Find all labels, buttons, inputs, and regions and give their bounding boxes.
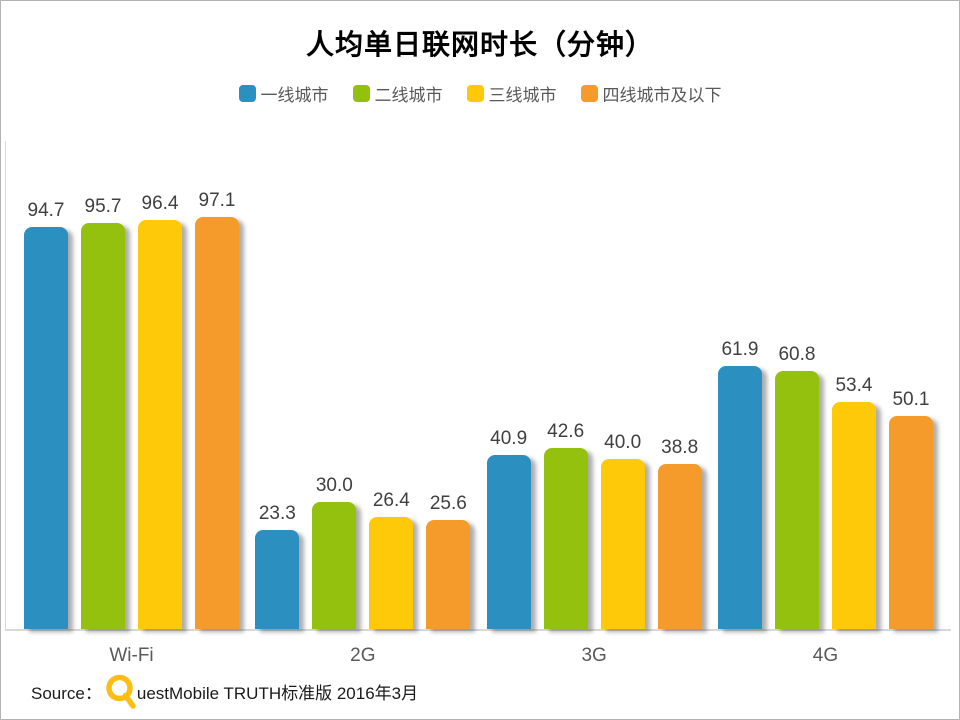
- bar: [774, 371, 819, 629]
- bar-value-label: 97.1: [198, 190, 236, 211]
- source-line: Source： uestMobile TRUTH标准版 2016年3月: [31, 673, 418, 709]
- bar-wrap: 94.7: [24, 200, 68, 629]
- bar: [81, 223, 125, 629]
- legend-label: 一线城市: [260, 86, 329, 105]
- legend-label: 四线城市及以下: [602, 86, 722, 105]
- bar-group-wi-fi: 94.7 95.7 96.4 97.1 Wi-Fi: [24, 190, 239, 666]
- bar-group-4g: 61.9 60.8 53.4 50.1 4G: [717, 339, 933, 666]
- bar-wrap: 53.4: [831, 375, 876, 629]
- bar: [486, 455, 531, 629]
- bar-wrap: 40.9: [486, 428, 531, 629]
- bar-wrap: 61.9: [717, 339, 762, 629]
- bar-value-label: 96.4: [141, 193, 179, 214]
- bar-value-label: 61.9: [721, 339, 759, 360]
- category-label: 2G: [350, 645, 376, 666]
- bar-wrap: 60.8: [774, 344, 819, 629]
- bar-value-label: 40.0: [604, 432, 642, 453]
- bar: [255, 530, 300, 629]
- bar-group-3g: 40.9 42.6 40.0 38.8 3G: [486, 421, 702, 666]
- bar-wrap: 30.0: [312, 475, 357, 629]
- bar-value-label: 25.6: [429, 493, 467, 514]
- category-label: 4G: [812, 645, 839, 666]
- legend-label: 二线城市: [374, 86, 443, 105]
- legend-item: 二线城市: [352, 81, 443, 106]
- bar-value-label: 38.8: [661, 437, 699, 458]
- bar-wrap: 50.1: [888, 389, 933, 629]
- bar: [24, 227, 68, 629]
- bar-wrap: 42.6: [543, 421, 588, 629]
- bar-wrap: 26.4: [369, 490, 414, 629]
- category-label: 3G: [581, 645, 607, 666]
- bar: [426, 520, 471, 629]
- legend-item: 四线城市及以下: [580, 81, 722, 106]
- x-axis-line: [5, 629, 951, 631]
- bar: [195, 217, 239, 629]
- chart-legend: 一线城市 二线城市 三线城市 四线城市及以下: [1, 81, 959, 106]
- legend-swatch-icon: [466, 85, 484, 102]
- plot-area: 94.7 95.7 96.4 97.1 Wi-Fi 23.3 30.0 26.4 25.6 2G 4…: [24, 141, 933, 666]
- bar-wrap: 95.7: [81, 196, 125, 629]
- bar: [543, 448, 588, 629]
- bar-value-label: 40.9: [490, 428, 528, 449]
- category-label: Wi-Fi: [109, 645, 154, 666]
- bar: [600, 459, 645, 629]
- bar: [369, 517, 414, 629]
- bar-wrap: 23.3: [255, 503, 300, 629]
- bar-value-label: 95.7: [84, 196, 122, 217]
- bar: [312, 502, 357, 629]
- bar-value-label: 60.8: [778, 344, 816, 365]
- bar: [888, 416, 933, 629]
- bar: [831, 402, 876, 629]
- bar-chart: 94.7 95.7 96.4 97.1 Wi-Fi 23.3 30.0 26.4 25.6 2G 4…: [1, 141, 959, 666]
- legend-swatch-icon: [352, 85, 370, 102]
- bar-value-label: 94.7: [27, 200, 65, 221]
- bar: [138, 220, 182, 629]
- legend-swatch-icon: [238, 85, 256, 102]
- questmobile-q-logo-icon: [106, 674, 136, 709]
- legend-item: 一线城市: [238, 81, 329, 106]
- bar-wrap: 97.1: [195, 190, 239, 629]
- bar-group-2g: 23.3 30.0 26.4 25.6 2G: [255, 475, 471, 666]
- y-axis-line: [5, 141, 6, 629]
- bar-value-label: 42.6: [547, 421, 585, 442]
- bar-wrap: 38.8: [657, 437, 702, 629]
- legend-item: 三线城市: [466, 81, 557, 106]
- page-title: 人均单日联网时长（分钟）: [305, 29, 654, 60]
- bar: [717, 366, 762, 629]
- bar-wrap: 96.4: [138, 193, 182, 629]
- source-text: uestMobile TRUTH标准版 2016年3月: [136, 683, 419, 703]
- legend-swatch-icon: [580, 85, 598, 102]
- bar-value-label: 23.3: [258, 503, 296, 524]
- legend-label: 三线城市: [488, 86, 557, 105]
- bar-value-label: 53.4: [835, 375, 873, 396]
- source-label: Source：: [31, 683, 102, 703]
- bar-value-label: 50.1: [892, 389, 930, 410]
- bar-wrap: 40.0: [600, 432, 645, 629]
- bar: [657, 464, 702, 629]
- bar-wrap: 25.6: [426, 493, 471, 629]
- bar-value-label: 30.0: [315, 475, 353, 496]
- bar-value-label: 26.4: [372, 490, 410, 511]
